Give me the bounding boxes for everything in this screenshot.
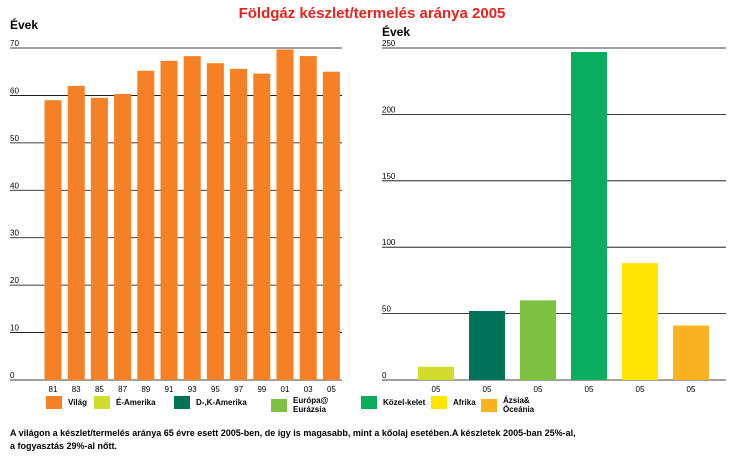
legend-label: É-Amerika [116, 398, 156, 407]
left-chart-y-tick-label: 60 [10, 86, 19, 95]
legend-label: D-,K-Amerika [196, 398, 247, 407]
left-chart-bar [137, 70, 155, 380]
left-chart-y-tick-label: 10 [10, 324, 19, 333]
left-chart-y-tick-label: 30 [10, 229, 19, 238]
legend-swatch [94, 396, 110, 409]
left-chart-x-tick-label: 95 [211, 385, 220, 394]
left-chart-y-tick-label: 0 [10, 371, 15, 380]
left-chart-x-tick-label: 83 [72, 385, 81, 394]
left-chart-bar [183, 56, 201, 380]
right-chart-x-tick-label: 05 [483, 385, 492, 394]
left-chart-y-tick-label: 50 [10, 134, 19, 143]
right-chart-bar [520, 300, 556, 380]
left-chart-x-tick-label: 03 [304, 385, 313, 394]
legend-swatch [361, 396, 377, 409]
left-chart-bar [276, 49, 294, 381]
legend-swatch [481, 398, 497, 412]
left-chart-x-tick-label: 97 [234, 385, 243, 394]
left-chart-x-tick-label: 93 [188, 385, 197, 394]
left-chart-y-tick-label: 40 [10, 181, 19, 190]
right-chart-bar [673, 325, 709, 380]
legend-swatch [174, 396, 190, 409]
right-chart-x-tick-label: 05 [432, 385, 441, 394]
right-chart-y-tick-label: 50 [382, 305, 391, 314]
legend-item: Ázsia& Óceánia [481, 396, 534, 414]
legend-swatch [431, 396, 447, 409]
right-chart-bar [469, 310, 505, 380]
legend-item: É-Amerika [94, 396, 156, 409]
left-chart-bar [114, 94, 132, 381]
left-chart-bar [299, 56, 317, 380]
legend-swatch [271, 398, 287, 412]
left-chart-bar [230, 68, 248, 381]
right-chart-x-tick-label: 05 [585, 385, 594, 394]
legend-item: Afrika [431, 396, 476, 409]
left-chart-bar [322, 71, 340, 380]
right-y-axis-label: Évek [382, 25, 411, 39]
legend-label: Európa@ Eurázsia [293, 396, 329, 414]
left-chart-bar [253, 73, 271, 381]
left-chart-x-tick-label: 89 [141, 385, 150, 394]
legend-label: Ázsia& Óceánia [503, 396, 535, 414]
right-chart-y-tick-label: 200 [382, 105, 396, 114]
legend-item: Európa@ Eurázsia [271, 396, 328, 414]
legend-label: Közel-kelet [383, 398, 426, 407]
right-chart-x-tick-label: 05 [636, 385, 645, 394]
left-chart-x-tick-label: 01 [281, 385, 290, 394]
left-chart-bar [206, 63, 224, 380]
left-chart-bar [160, 60, 178, 380]
left-chart-x-tick-label: 99 [257, 385, 266, 394]
left-chart-y-tick-label: 70 [10, 39, 19, 48]
caption: A világon a készlet/termelés aránya 65 é… [10, 428, 576, 451]
right-chart-bar [622, 263, 658, 380]
right-chart-x-tick-label: 05 [687, 385, 696, 394]
right-chart-y-tick-label: 100 [382, 238, 396, 247]
legend-item: Közel-kelet [361, 396, 425, 409]
legend-label: Afrika [453, 398, 476, 407]
left-chart-x-tick-label: 85 [95, 385, 104, 394]
right-chart-bar [418, 366, 454, 380]
left-chart-x-tick-label: 81 [49, 385, 58, 394]
chart-title: Földgáz készlet/termelés aránya 2005 [238, 5, 506, 22]
left-chart-x-tick-label: 05 [327, 385, 336, 394]
right-chart-bar [571, 51, 607, 380]
left-chart-x-tick-label: 87 [118, 385, 127, 394]
legend-item: D-,K-Amerika [174, 396, 247, 409]
right-chart-x-tick-label: 05 [534, 385, 543, 394]
right-chart-y-tick-label: 0 [382, 371, 387, 380]
left-chart-bar [44, 100, 62, 381]
left-chart-x-tick-label: 91 [165, 385, 174, 394]
left-chart-bar [67, 85, 85, 380]
right-chart-y-tick-label: 150 [382, 172, 396, 181]
right-chart-y-tick-label: 250 [382, 39, 396, 48]
legend-label: Világ [68, 398, 87, 407]
left-chart-y-tick-label: 20 [10, 276, 19, 285]
left-y-axis-label: Évek [10, 18, 39, 32]
legend-item: Világ [46, 396, 87, 409]
legend-swatch [46, 396, 62, 409]
left-chart-bar [90, 97, 108, 381]
